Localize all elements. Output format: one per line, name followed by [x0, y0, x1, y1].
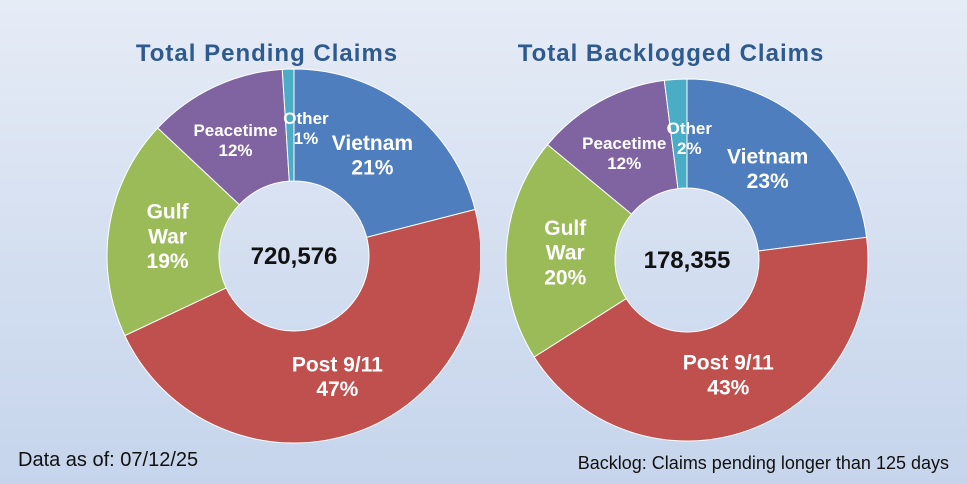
- slice-label-other: Other 1%: [283, 109, 329, 148]
- slice-vietnam: [293, 68, 476, 238]
- slice-label-gulf-war: Gulf War 19%: [147, 201, 190, 274]
- slice-label-peacetime: Peacetime 12%: [193, 121, 277, 160]
- slice-gulf-war: [505, 143, 633, 358]
- slice-label-post-9-11: Post 9/11 43%: [683, 352, 774, 400]
- center-total-label: 720,576: [251, 243, 338, 270]
- backlog-definition-note: Backlog: Claims pending longer than 125 …: [577, 453, 949, 473]
- slice-peacetime: [156, 68, 290, 206]
- slice-label-vietnam: Vietnam 21%: [332, 132, 413, 180]
- slice-post-9-11: [124, 208, 480, 444]
- slice-label-other: Other 2%: [667, 119, 713, 158]
- pending-claims-donut-chart: Vietnam 21% Post 9/11 47% Gulf War 19% Peacetim…: [106, 68, 480, 444]
- slice-other: [281, 68, 295, 182]
- slice-label-post-9-11: Post 9/11 47%: [292, 353, 383, 401]
- slice-other: [663, 78, 688, 190]
- center-total-label: 178,355: [644, 247, 731, 274]
- backlogged-chart-title: Total Backlogged Claims: [517, 40, 825, 67]
- data-as-of-note: Data as of: 07/12/25: [18, 449, 199, 471]
- slice-post-9-11: [533, 236, 869, 442]
- slice-label-peacetime: Peacetime 12%: [582, 134, 666, 173]
- slice-gulf-war: [106, 127, 241, 337]
- slice-label-vietnam: Vietnam 23%: [727, 145, 808, 193]
- slice-label-gulf-war: Gulf War 20%: [544, 217, 587, 290]
- slice-peacetime: [546, 79, 679, 215]
- pending-chart-title: Total Pending Claims: [135, 40, 399, 67]
- slice-vietnam: [686, 78, 868, 252]
